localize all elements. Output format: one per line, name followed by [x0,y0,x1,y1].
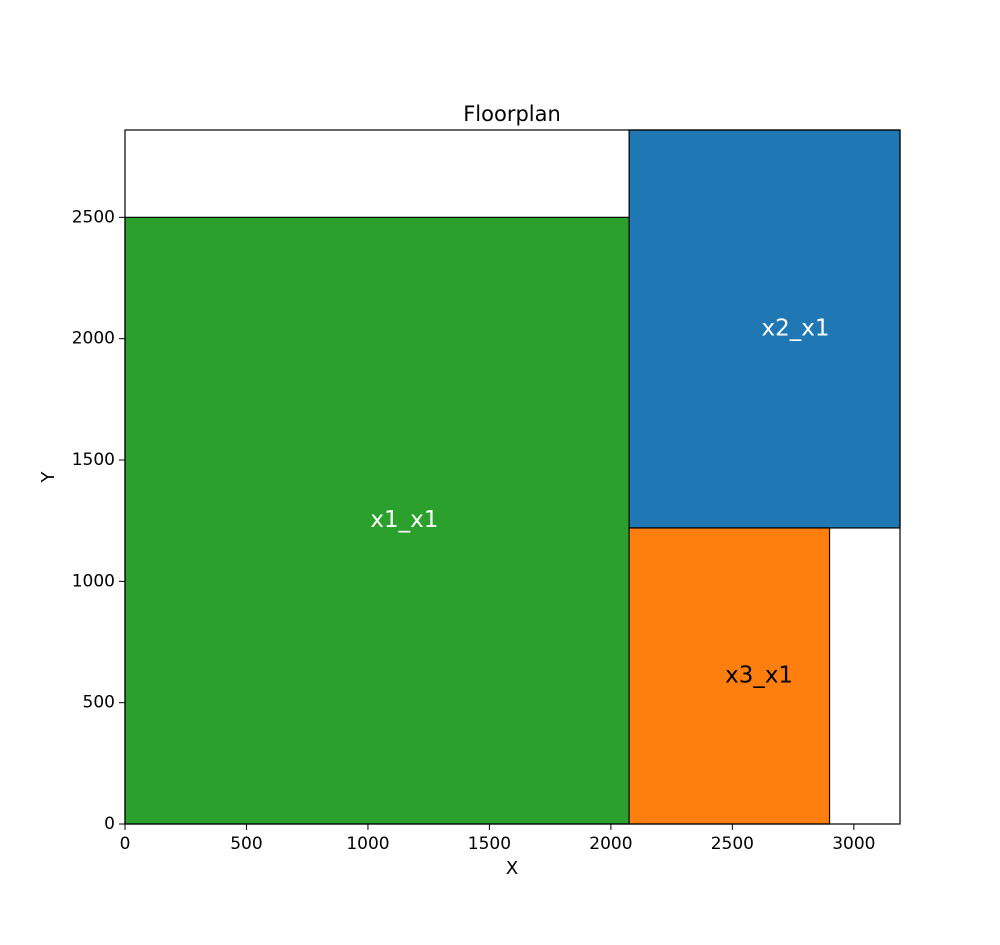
y-tick-label: 500 [83,693,115,713]
x-tick-label: 1000 [346,834,389,854]
y-axis-label: Y [38,471,59,484]
chart-title: Floorplan [463,102,561,126]
room-label-x3-x1: x3_x1 [725,662,793,688]
room-label-x2-x1: x2_x1 [762,315,830,341]
y-tick-label: 2000 [72,329,115,349]
y-tick-label: 0 [104,814,115,834]
room-x1-x1 [124,216,630,825]
x-axis-label: X [506,858,518,879]
axes-frame [124,129,901,825]
y-tick-label: 1000 [72,571,115,591]
x-tick-label: 2500 [711,834,754,854]
room-label-x1-x1: x1_x1 [370,507,438,533]
x-tick-label: 1500 [468,834,511,854]
plot-area: x1_x1 x2_x1 x3_x1 [124,129,901,825]
room-x3-x1 [628,527,831,825]
y-tick-label: 2500 [72,207,115,227]
x-tick-label: 0 [120,834,131,854]
x-tick-label: 500 [230,834,262,854]
x-tick-label: 2000 [589,834,632,854]
y-axis: 0 500 1000 1500 2000 2500 [72,207,125,834]
x-tick-label: 3000 [832,834,875,854]
x-axis: 0 500 1000 1500 2000 2500 3000 [120,824,875,854]
y-tick-label: 1500 [72,450,115,470]
